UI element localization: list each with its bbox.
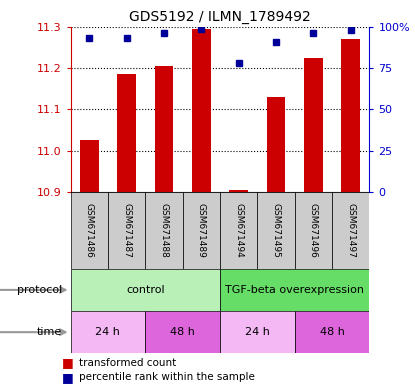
Text: GSM671495: GSM671495	[271, 203, 281, 258]
Text: GSM671489: GSM671489	[197, 203, 206, 258]
Text: protocol: protocol	[17, 285, 62, 295]
Text: GSM671487: GSM671487	[122, 203, 131, 258]
Text: percentile rank within the sample: percentile rank within the sample	[79, 372, 255, 382]
Bar	[220, 311, 295, 353]
Text: GSM671486: GSM671486	[85, 203, 94, 258]
Text: control: control	[126, 285, 165, 295]
Text: 48 h: 48 h	[320, 327, 344, 337]
Bar	[332, 192, 369, 269]
Bar	[80, 141, 99, 192]
Text: ■: ■	[62, 371, 74, 384]
Text: GSM671494: GSM671494	[234, 203, 243, 258]
Text: TGF-beta overexpression: TGF-beta overexpression	[225, 285, 364, 295]
Bar	[108, 192, 145, 269]
Bar	[145, 311, 220, 353]
Text: GSM671497: GSM671497	[346, 203, 355, 258]
Bar	[267, 97, 286, 192]
Bar	[145, 192, 183, 269]
Bar	[295, 311, 369, 353]
Title: GDS5192 / ILMN_1789492: GDS5192 / ILMN_1789492	[129, 10, 311, 25]
Bar	[192, 29, 211, 192]
Bar	[71, 269, 220, 311]
Text: 48 h: 48 h	[170, 327, 195, 337]
Text: ■: ■	[62, 356, 74, 369]
Text: GSM671496: GSM671496	[309, 203, 318, 258]
Bar	[229, 190, 248, 192]
Bar	[220, 269, 369, 311]
Bar	[183, 192, 220, 269]
Bar	[117, 74, 136, 192]
Bar	[155, 66, 173, 192]
Bar	[257, 192, 295, 269]
Text: transformed count: transformed count	[79, 358, 176, 368]
Text: time: time	[37, 327, 62, 337]
Bar	[304, 58, 323, 192]
Bar	[71, 192, 108, 269]
Bar	[295, 192, 332, 269]
Text: 24 h: 24 h	[95, 327, 120, 337]
Text: 24 h: 24 h	[245, 327, 270, 337]
Bar	[71, 311, 145, 353]
Bar	[220, 192, 257, 269]
Bar	[342, 39, 360, 192]
Text: GSM671488: GSM671488	[159, 203, 168, 258]
